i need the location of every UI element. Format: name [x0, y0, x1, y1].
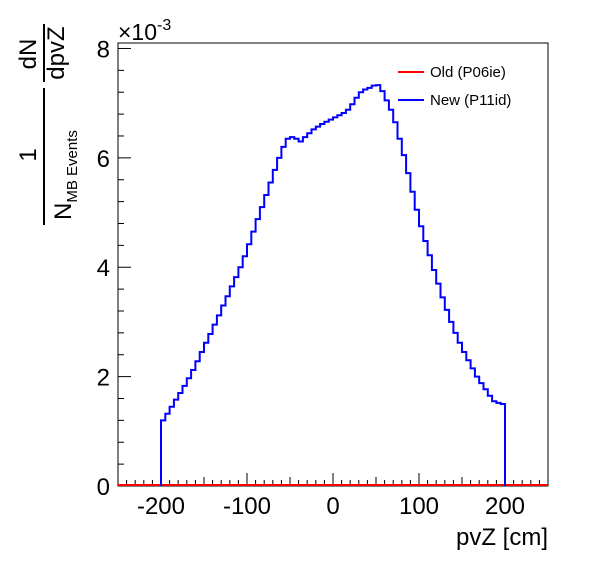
- y-tick-label: 4: [97, 255, 110, 282]
- y-title-n: N: [50, 203, 77, 220]
- y-multiplier-base: ×10: [118, 19, 157, 45]
- y-multiplier: ×10-3: [118, 17, 171, 45]
- y-title-sub: MB Events: [64, 130, 81, 203]
- y-title-denominator: NMB Events: [50, 130, 81, 220]
- y-title-one: 1: [15, 148, 42, 161]
- x-tick-label: -100: [223, 493, 271, 520]
- y-title-dpvz: dpvZ: [43, 26, 70, 79]
- x-tick-label: 200: [485, 493, 525, 520]
- x-tick-label: 0: [326, 493, 339, 520]
- y-tick-label: 2: [97, 365, 110, 392]
- y-tick-label: 0: [97, 474, 110, 501]
- y-title-dn: dN: [15, 39, 42, 70]
- y-tick-label: 8: [97, 36, 110, 63]
- y-tick-label: 6: [97, 146, 110, 173]
- legend-old-label: Old (P06ie): [430, 64, 506, 81]
- series-new-histogram: [160, 84, 506, 486]
- x-axis-title: pvZ [cm]: [456, 524, 548, 551]
- x-tick-label: 100: [399, 493, 439, 520]
- y-multiplier-exponent: -3: [157, 17, 171, 34]
- x-tick-label: -200: [137, 493, 185, 520]
- y-axis-title: 1 NMB Events dN dpvZ: [15, 24, 81, 225]
- plot-frame: [117, 42, 549, 487]
- series-layer: [118, 84, 548, 486]
- legend-new-label: New (P11id): [430, 92, 511, 109]
- legend: Old (P06ie) New (P11id): [398, 64, 511, 109]
